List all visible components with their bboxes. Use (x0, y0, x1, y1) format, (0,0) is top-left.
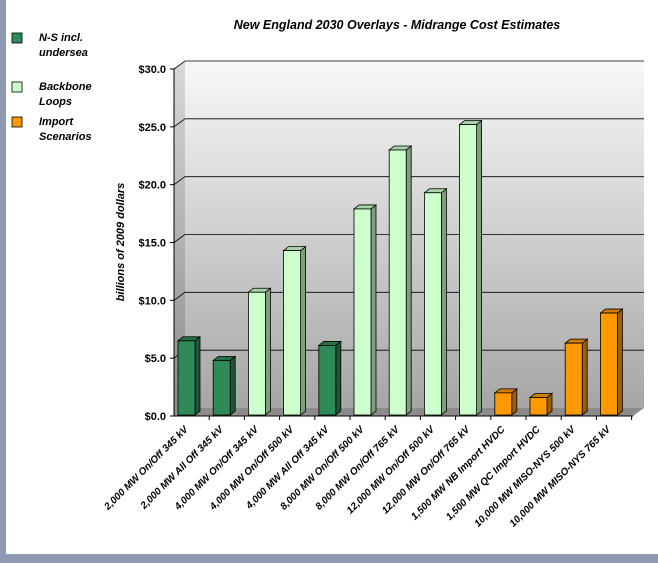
bar (458, 119, 483, 416)
legend-label: Backbone Loops (39, 81, 92, 108)
gridline (173, 291, 644, 301)
legend-label: N-S incl. undersea (39, 32, 88, 59)
bar (493, 388, 518, 416)
bars (176, 119, 624, 416)
gridline (173, 60, 644, 70)
gridline (173, 176, 644, 185)
bar (423, 187, 448, 416)
y-tick-label: $25.0 (138, 122, 166, 134)
legend-item: Backbone Loops (11, 81, 92, 108)
y-tick-label: $30.0 (138, 64, 166, 76)
y-tick-label: $5.0 (145, 353, 166, 365)
y-tick-label: $0.0 (145, 411, 166, 423)
legend-label: Import Scenarios (39, 116, 92, 143)
plot-side-wall (174, 62, 185, 416)
bar (247, 287, 272, 416)
bar (176, 335, 202, 416)
legend-swatch (11, 81, 23, 93)
y-axis-ticks: $0.0 $5.0 $10.0 $15.0 $20.0 $25.0 $30.0 (138, 64, 174, 423)
chart-area: New England 2030 Overlays - Midrange Cos… (6, 0, 658, 554)
bar-chart: New England 2030 Overlays - Midrange Cos… (11, 18, 644, 530)
bar (388, 145, 413, 416)
y-axis-label: billions of 2009 dollars (115, 183, 127, 302)
legend: N-S incl. undersea Backbone Loops Import Scen… (11, 32, 92, 143)
legend-item: Import Scenarios (11, 116, 92, 143)
y-tick-label: $10.0 (138, 295, 166, 307)
gridline (173, 118, 644, 128)
window-edge-bottom (0, 554, 658, 563)
bar (352, 204, 378, 416)
x-axis-ticks: 2,000 MW On/Off 345 kV2,000 MW All Off 3… (102, 416, 633, 530)
y-tick-label: $20.0 (138, 180, 166, 192)
legend-item: N-S incl. undersea (11, 32, 88, 59)
y-tick-label: $15.0 (138, 238, 166, 250)
bar (282, 245, 307, 416)
bar (317, 340, 342, 416)
bar (212, 355, 237, 416)
window-edge-left (0, 0, 6, 563)
chart-title: New England 2030 Overlays - Midrange Cos… (234, 18, 561, 32)
legend-swatch (11, 32, 23, 44)
gridline (173, 234, 644, 243)
legend-swatch (11, 116, 23, 128)
bar (528, 392, 554, 416)
bar (564, 338, 589, 416)
bar (599, 308, 624, 416)
